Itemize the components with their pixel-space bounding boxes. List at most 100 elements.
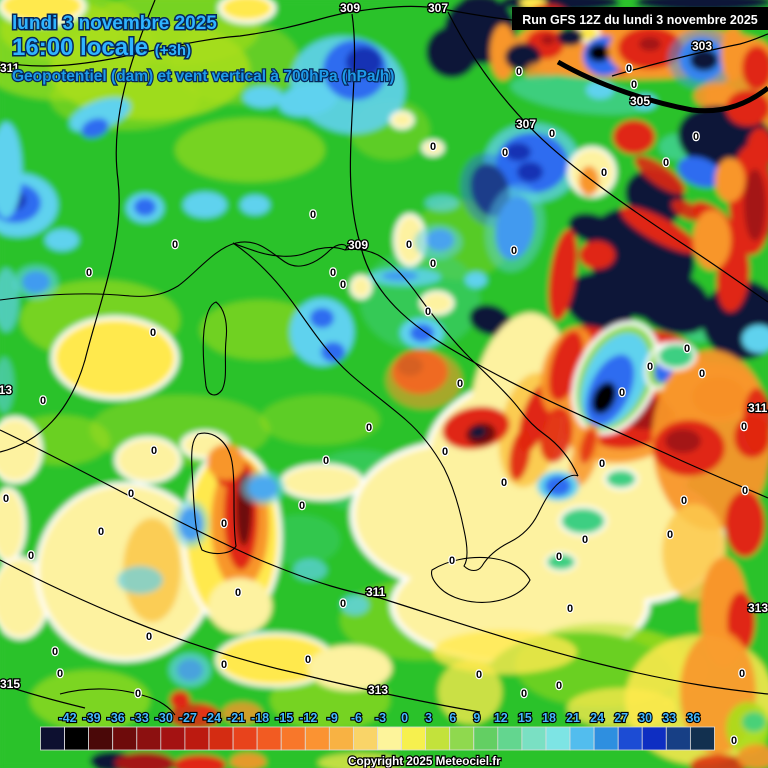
svg-text:0: 0 <box>742 485 748 497</box>
svg-text:0: 0 <box>172 239 178 251</box>
svg-text:0: 0 <box>135 688 141 700</box>
svg-text:0: 0 <box>667 529 673 541</box>
svg-text:-30: -30 <box>155 711 173 725</box>
svg-text:0: 0 <box>449 555 455 567</box>
svg-text:307: 307 <box>516 117 536 131</box>
svg-text:-6: -6 <box>351 711 362 725</box>
svg-text:36: 36 <box>686 711 700 725</box>
svg-text:-33: -33 <box>131 711 149 725</box>
svg-text:lundi 3 novembre 2025: lundi 3 novembre 2025 <box>12 13 217 34</box>
svg-text:0: 0 <box>146 631 152 643</box>
svg-text:0: 0 <box>693 131 699 143</box>
svg-text:0: 0 <box>684 343 690 355</box>
svg-text:0: 0 <box>521 688 527 700</box>
svg-text:307: 307 <box>428 1 448 15</box>
svg-text:0: 0 <box>98 526 104 538</box>
svg-text:311: 311 <box>748 401 768 415</box>
svg-text:21: 21 <box>566 711 580 725</box>
svg-text:0: 0 <box>501 477 507 489</box>
svg-text:12: 12 <box>494 711 508 725</box>
svg-text:-12: -12 <box>299 711 317 725</box>
svg-text:0: 0 <box>619 387 625 399</box>
svg-text:0: 0 <box>511 245 517 257</box>
svg-text:0: 0 <box>401 711 408 725</box>
svg-text:0: 0 <box>567 603 573 615</box>
svg-text:-3: -3 <box>375 711 386 725</box>
svg-text:0: 0 <box>631 79 637 91</box>
svg-text:0: 0 <box>502 147 508 159</box>
svg-text:3: 3 <box>425 711 432 725</box>
svg-text:24: 24 <box>590 711 604 725</box>
svg-text:0: 0 <box>476 669 482 681</box>
svg-text:0: 0 <box>741 421 747 433</box>
svg-text:Copyright 2025 Meteociel.fr: Copyright 2025 Meteociel.fr <box>348 755 501 768</box>
svg-text:0: 0 <box>626 63 632 75</box>
svg-text:311: 311 <box>366 585 386 599</box>
svg-text:313: 313 <box>0 383 12 397</box>
svg-text:0: 0 <box>40 395 46 407</box>
svg-text:0: 0 <box>457 378 463 390</box>
svg-text:-42: -42 <box>59 711 77 725</box>
svg-text:-9: -9 <box>327 711 338 725</box>
svg-text:313: 313 <box>748 601 768 615</box>
svg-text:0: 0 <box>221 659 227 671</box>
svg-text:0: 0 <box>310 209 316 221</box>
svg-text:309: 309 <box>348 238 368 252</box>
svg-text:303: 303 <box>692 39 712 53</box>
svg-text:305: 305 <box>630 94 650 108</box>
svg-text:309: 309 <box>340 1 360 15</box>
svg-text:0: 0 <box>305 654 311 666</box>
svg-text:0: 0 <box>599 458 605 470</box>
svg-text:18: 18 <box>542 711 556 725</box>
svg-text:0: 0 <box>330 267 336 279</box>
svg-text:6: 6 <box>449 711 456 725</box>
svg-text:30: 30 <box>638 711 652 725</box>
svg-text:0: 0 <box>556 551 562 563</box>
svg-text:-36: -36 <box>107 711 125 725</box>
svg-text:-27: -27 <box>179 711 197 725</box>
svg-text:0: 0 <box>86 267 92 279</box>
svg-text:0: 0 <box>430 258 436 270</box>
svg-text:0: 0 <box>739 668 745 680</box>
svg-text:0: 0 <box>150 327 156 339</box>
svg-text:0: 0 <box>57 668 63 680</box>
svg-text:0: 0 <box>556 680 562 692</box>
svg-text:0: 0 <box>151 445 157 457</box>
svg-text:0: 0 <box>663 157 669 169</box>
svg-text:0: 0 <box>406 239 412 251</box>
svg-text:33: 33 <box>662 711 676 725</box>
svg-text:0: 0 <box>731 735 737 747</box>
svg-text:315: 315 <box>0 677 20 691</box>
svg-text:0: 0 <box>235 587 241 599</box>
svg-text:0: 0 <box>582 534 588 546</box>
svg-text:0: 0 <box>128 488 134 500</box>
svg-text:0: 0 <box>549 128 555 140</box>
svg-text:0: 0 <box>366 422 372 434</box>
svg-text:0: 0 <box>647 361 653 373</box>
svg-text:15: 15 <box>518 711 532 725</box>
svg-text:-39: -39 <box>83 711 101 725</box>
svg-text:0: 0 <box>340 598 346 610</box>
svg-text:0: 0 <box>681 495 687 507</box>
svg-text:0: 0 <box>699 368 705 380</box>
svg-text:0: 0 <box>430 141 436 153</box>
svg-text:-24: -24 <box>203 711 221 725</box>
svg-text:-21: -21 <box>227 711 245 725</box>
svg-text:0: 0 <box>52 646 58 658</box>
svg-text:0: 0 <box>299 500 305 512</box>
svg-text:0: 0 <box>601 167 607 179</box>
svg-text:0: 0 <box>340 279 346 291</box>
svg-text:0: 0 <box>425 306 431 318</box>
svg-text:9: 9 <box>473 711 480 725</box>
svg-text:Geopotentiel (dam) et vent ver: Geopotentiel (dam) et vent vertical à 70… <box>12 68 394 85</box>
svg-text:0: 0 <box>28 550 34 562</box>
svg-text:0: 0 <box>323 455 329 467</box>
svg-text:0: 0 <box>221 518 227 530</box>
svg-text:27: 27 <box>614 711 628 725</box>
svg-text:313: 313 <box>368 683 388 697</box>
svg-text:-15: -15 <box>275 711 293 725</box>
svg-text:Run GFS 12Z du lundi 3 novembr: Run GFS 12Z du lundi 3 novembre 2025 <box>522 13 758 27</box>
svg-text:311: 311 <box>0 61 20 75</box>
svg-text:0: 0 <box>3 493 9 505</box>
svg-text:0: 0 <box>516 66 522 78</box>
